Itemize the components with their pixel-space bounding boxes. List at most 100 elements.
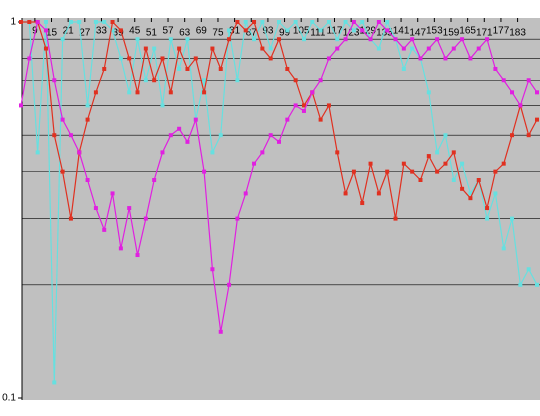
- point: [185, 139, 190, 144]
- point: [310, 20, 315, 24]
- point: [19, 20, 23, 24]
- point: [252, 161, 257, 166]
- point: [177, 46, 182, 51]
- point: [177, 66, 182, 71]
- point: [277, 20, 281, 24]
- point: [77, 20, 82, 24]
- x-tick-label: 105: [293, 26, 310, 37]
- point: [68, 20, 73, 24]
- point: [393, 216, 398, 221]
- point: [160, 150, 165, 155]
- x-tick-label: 171: [476, 28, 493, 39]
- point: [218, 329, 223, 334]
- point: [110, 191, 115, 196]
- point: [85, 178, 90, 183]
- point: [168, 90, 173, 95]
- point: [510, 216, 515, 221]
- point: [285, 117, 290, 122]
- point: [535, 117, 539, 122]
- point: [293, 20, 298, 24]
- point: [152, 178, 157, 183]
- x-tick-label: 123: [343, 28, 360, 39]
- point: [243, 20, 248, 24]
- point: [168, 37, 173, 42]
- point: [376, 20, 381, 24]
- point: [426, 154, 431, 159]
- point: [260, 20, 265, 24]
- plot-area: [22, 18, 540, 400]
- point: [135, 37, 140, 42]
- point: [326, 56, 331, 61]
- point: [385, 20, 390, 24]
- point: [360, 201, 365, 206]
- x-tick-label: 129: [359, 26, 376, 37]
- point: [326, 20, 331, 24]
- point: [168, 133, 173, 138]
- point: [235, 20, 240, 24]
- point: [493, 169, 498, 174]
- x-tick-label: 51: [146, 28, 158, 39]
- x-tick-label: 135: [376, 28, 393, 39]
- point: [501, 246, 506, 251]
- point: [27, 20, 32, 24]
- point: [401, 46, 406, 51]
- point: [385, 169, 390, 174]
- point: [152, 46, 157, 51]
- point: [210, 150, 215, 155]
- x-tick-label: 99: [279, 28, 291, 39]
- point: [102, 20, 107, 24]
- point: [227, 28, 232, 33]
- x-tick-label: 63: [179, 28, 191, 39]
- point: [252, 37, 257, 42]
- point: [426, 90, 431, 95]
- x-tick-label: 81: [229, 26, 241, 37]
- point: [476, 46, 481, 51]
- point: [368, 161, 373, 166]
- point: [335, 46, 340, 51]
- point: [277, 139, 281, 144]
- point: [252, 20, 257, 24]
- point: [293, 103, 298, 108]
- point: [451, 46, 456, 51]
- point: [27, 56, 32, 61]
- point: [143, 78, 148, 83]
- point: [135, 90, 140, 95]
- point: [260, 150, 265, 155]
- point: [535, 282, 539, 287]
- point: [193, 117, 198, 122]
- point: [60, 37, 65, 42]
- point: [468, 196, 473, 201]
- x-tick-label: 93: [262, 26, 274, 37]
- point: [202, 90, 207, 95]
- point: [468, 191, 473, 196]
- point: [326, 103, 331, 108]
- point: [193, 56, 198, 61]
- point: [385, 28, 390, 33]
- point: [60, 169, 65, 174]
- point: [493, 191, 498, 196]
- x-tick-label: 147: [409, 28, 426, 39]
- x-tick-label: 33: [96, 26, 108, 37]
- point: [501, 161, 506, 166]
- point: [227, 282, 232, 287]
- point: [143, 46, 148, 51]
- point: [77, 150, 82, 155]
- point: [343, 191, 348, 196]
- point: [335, 37, 340, 42]
- point: [526, 78, 531, 83]
- x-tick-label: 165: [459, 26, 476, 37]
- point: [435, 169, 440, 174]
- point: [93, 206, 98, 211]
- x-tick-label: 45: [129, 26, 141, 37]
- point: [127, 90, 132, 95]
- point: [210, 267, 215, 272]
- point: [426, 46, 431, 51]
- x-tick-label: 69: [196, 26, 208, 37]
- point: [443, 161, 448, 166]
- point: [235, 216, 240, 221]
- point: [526, 267, 531, 272]
- point: [202, 169, 207, 174]
- point: [518, 282, 523, 287]
- point: [218, 66, 223, 71]
